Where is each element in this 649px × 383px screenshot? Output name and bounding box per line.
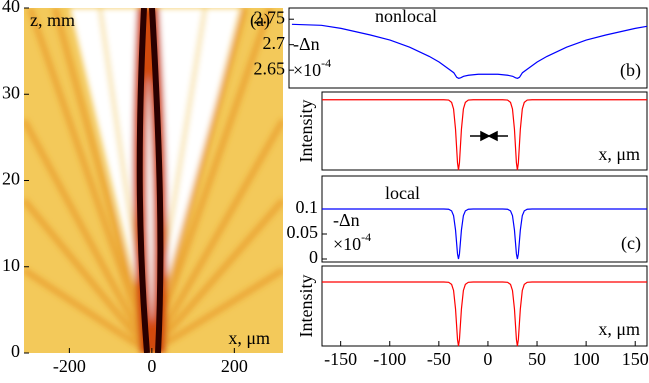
data-line: [322, 208, 647, 260]
y-tick-label: 0: [11, 341, 20, 361]
x-tick-label: -50: [427, 349, 451, 369]
x-tick-label: -200: [53, 356, 86, 376]
x-tick-label: -150: [324, 349, 357, 369]
y-tick-label: 10: [2, 255, 20, 275]
panel-label: (a): [250, 10, 270, 31]
scale-exponent: -4: [321, 56, 331, 70]
annotations: z, mm (a) x, μm nonlocal -Δn ×10-4 (b) I…: [30, 6, 641, 348]
y-tick-label: 2.75: [254, 7, 286, 27]
x-axis-label: x, μm: [228, 328, 270, 348]
x-tick-label: -100: [373, 349, 406, 369]
y-tick-label: 0: [309, 247, 318, 267]
scale-base: ×10: [333, 234, 361, 254]
plot-frame: [321, 91, 648, 171]
y-tick-label: 20: [2, 169, 20, 189]
y-axis-label: -Δn: [333, 210, 360, 230]
y-axis-label: Intensity: [296, 100, 316, 163]
y-tick-label: 2.65: [254, 58, 286, 78]
y-tick-label: 30: [2, 82, 20, 102]
x-tick-label: 150: [622, 349, 649, 369]
scale-exponent: -4: [361, 230, 371, 244]
data-line: [322, 281, 647, 347]
panel-label: (c): [621, 233, 641, 254]
plot-frame: [321, 175, 648, 263]
scale-base: ×10: [293, 60, 321, 80]
y-tick-label: 0.05: [287, 222, 319, 242]
x-tick-label: 0: [483, 349, 492, 369]
y-tick-label: 2.7: [263, 33, 286, 53]
curve-label: nonlocal: [375, 6, 437, 26]
scale-label: ×10-4: [333, 230, 371, 254]
x-axis-label: x, μm: [598, 144, 640, 164]
data-line: [291, 23, 648, 79]
panel-label: (b): [620, 60, 641, 81]
heatmap-image: [24, 8, 283, 353]
y-axis-label: Intensity: [296, 275, 316, 338]
data-line: [322, 99, 647, 171]
plot-frame: [321, 265, 648, 347]
x-tick-label: 0: [147, 356, 156, 376]
curve-label: local: [385, 183, 420, 203]
y-axis-label: z, mm: [30, 10, 75, 30]
x-axis-label: x, μm: [598, 319, 640, 339]
x-tick-label: 200: [221, 356, 248, 376]
width-arrows: [470, 130, 508, 142]
x-tick-label: 50: [528, 349, 546, 369]
plot-frame: [288, 7, 648, 89]
scale-label: ×10-4: [293, 56, 331, 80]
x-tick-label: 100: [573, 349, 600, 369]
y-tick-label: 0.1: [296, 197, 319, 217]
y-tick-label: 40: [2, 0, 20, 16]
y-axis-label: -Δn: [293, 34, 320, 54]
